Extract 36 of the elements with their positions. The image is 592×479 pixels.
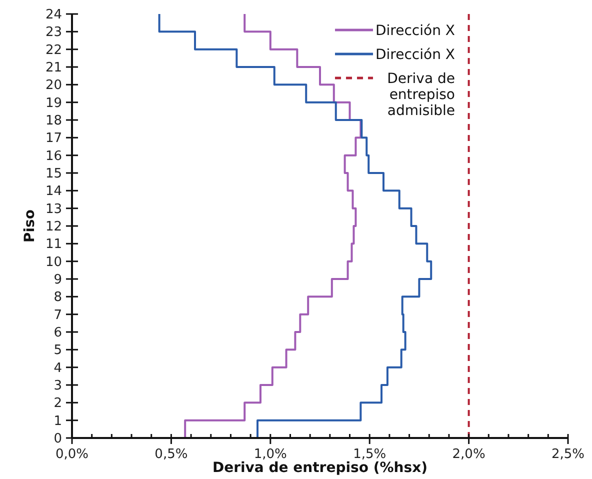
y-tick-label: 9 <box>54 272 62 288</box>
y-tick-label: 15 <box>45 166 62 182</box>
y-tick-label: 3 <box>54 378 62 394</box>
y-tick-label: 20 <box>45 78 62 94</box>
y-tick-label: 10 <box>45 254 62 270</box>
legend-label: Dirección X <box>376 47 456 63</box>
x-tick-label: 0,0% <box>55 447 89 462</box>
y-tick-label: 13 <box>45 202 62 217</box>
y-tick-label: 24 <box>45 8 62 22</box>
y-tick-label: 2 <box>54 396 62 412</box>
y-tick-label: 7 <box>54 308 62 323</box>
x-tick-label: 2,0% <box>452 447 486 462</box>
y-tick-label: 6 <box>54 326 62 340</box>
y-tick-label: 5 <box>54 343 62 358</box>
y-tick-label: 11 <box>45 237 62 252</box>
y-tick-label: 17 <box>45 131 62 146</box>
y-tick-label: 0 <box>54 432 62 446</box>
y-tick-label: 22 <box>45 42 62 58</box>
x-tick-label: 0,5% <box>154 447 188 462</box>
y-tick-label: 23 <box>45 25 62 40</box>
legend-label: Dirección X <box>376 23 456 39</box>
x-axis-title: Deriva de entrepiso (%hsx) <box>212 460 428 476</box>
y-tick-label: 16 <box>45 148 62 164</box>
x-tick-label: 1,5% <box>353 447 386 462</box>
y-axis-title: Piso <box>22 209 38 243</box>
y-tick-label: 12 <box>45 220 62 234</box>
ref-line-label: Deriva de entrepiso admisible <box>387 71 455 119</box>
y-tick-label: 19 <box>45 96 62 111</box>
x-tick-label: 2,5% <box>551 447 585 462</box>
y-tick-label: 21 <box>45 60 62 76</box>
y-tick-label: 14 <box>45 184 62 200</box>
x-tick-label: 1,0% <box>254 447 287 462</box>
y-tick-label: 1 <box>54 414 62 429</box>
y-tick-label: 8 <box>54 290 62 306</box>
y-tick-label: 4 <box>54 360 62 376</box>
y-tick-label: 18 <box>45 114 62 128</box>
